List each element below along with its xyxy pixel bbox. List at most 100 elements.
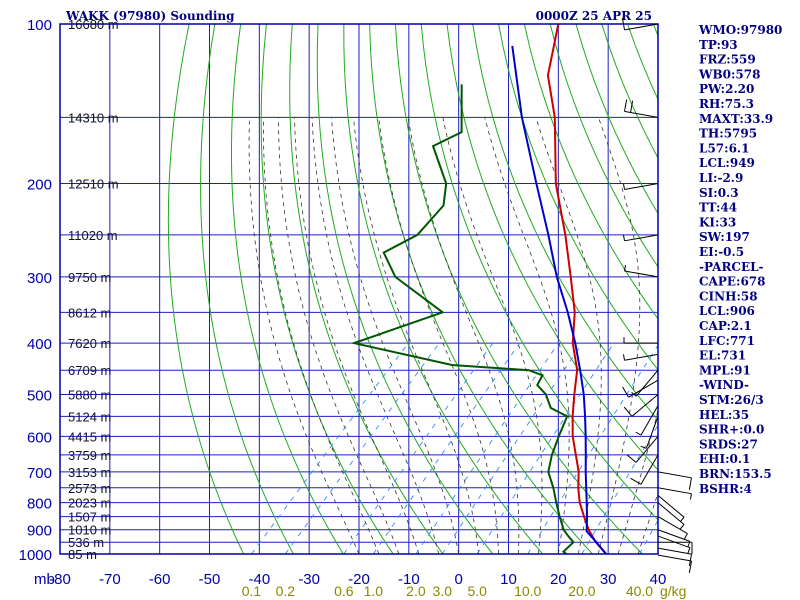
dry-adiabat-line bbox=[472, 24, 658, 421]
wind-barb-staff bbox=[645, 416, 659, 449]
dry-adiabat-line bbox=[230, 24, 344, 554]
moist-adiabat-line bbox=[378, 117, 499, 554]
dewpoint-trace bbox=[350, 84, 575, 554]
wind-barb bbox=[657, 502, 685, 530]
plot-frame bbox=[59, 23, 659, 555]
index-value: EHI:0.1 bbox=[699, 452, 750, 466]
index-value: TH:5795 bbox=[699, 127, 757, 141]
temperature-tick-label: -20 bbox=[348, 571, 370, 588]
dry-adiabat-line bbox=[394, 24, 644, 554]
index-value: PW:2.20 bbox=[699, 82, 754, 96]
dry-adiabat-line bbox=[446, 24, 658, 471]
wind-barb-half-flag bbox=[622, 234, 626, 241]
wind-barb bbox=[631, 369, 659, 397]
index-value: -PARCEL- bbox=[699, 260, 764, 274]
index-value: BRN:153.5 bbox=[699, 467, 772, 481]
index-value: CAPE:678 bbox=[699, 275, 766, 289]
wind-barb-staff bbox=[657, 487, 692, 495]
wind-barb bbox=[623, 394, 659, 417]
index-value: MAXT:33.9 bbox=[699, 112, 773, 126]
index-value: LI:-2.9 bbox=[699, 171, 743, 185]
height-label: 536 m bbox=[68, 535, 104, 550]
plot-border bbox=[59, 23, 659, 555]
height-label: 4415 m bbox=[68, 429, 111, 444]
index-value: EI:-0.5 bbox=[699, 245, 744, 259]
wind-barb-flag bbox=[688, 477, 692, 490]
wind-barb bbox=[657, 535, 691, 554]
pressure-tick-label: 400 bbox=[27, 336, 52, 353]
wind-barb-half-flag bbox=[679, 516, 685, 523]
temperature-tick-label: -10 bbox=[398, 571, 420, 588]
dry-adiabats bbox=[167, 24, 658, 554]
index-value: SHR+:0.0 bbox=[699, 423, 764, 437]
dry-adiabat-line bbox=[316, 24, 494, 554]
wind-barb bbox=[622, 353, 659, 361]
chart-title: WAKK (97980) Sounding bbox=[65, 9, 235, 23]
mixing-ratio-label: 5.0 bbox=[467, 583, 487, 599]
wind-barb bbox=[624, 264, 659, 278]
pressure-tick-label: 100 bbox=[27, 17, 52, 34]
height-label: 1507 m bbox=[68, 510, 111, 525]
dry-adiabat-line bbox=[200, 24, 295, 554]
index-value: LCL:906 bbox=[699, 304, 755, 318]
index-value: KI:33 bbox=[699, 215, 736, 229]
temperature-tick-label: 30 bbox=[600, 571, 617, 588]
wind-barb-half-flag bbox=[687, 547, 691, 554]
index-value: L57:6.1 bbox=[699, 141, 749, 155]
pressure-tick-label: 600 bbox=[27, 429, 52, 446]
moist-adiabats bbox=[248, 117, 658, 554]
dry-adiabat-line bbox=[167, 24, 245, 554]
height-label: 5880 m bbox=[68, 387, 111, 402]
wind-barb bbox=[657, 554, 692, 573]
mixing-ratio-line bbox=[284, 342, 440, 554]
temperature-tick-label: -30 bbox=[298, 571, 320, 588]
wind-barb-staff bbox=[657, 494, 685, 518]
moist-adiabat-line bbox=[248, 117, 360, 554]
wind-barb-staff bbox=[640, 454, 659, 485]
moist-adiabat-line bbox=[617, 408, 658, 554]
temperature-tick-label: 0 bbox=[454, 571, 462, 588]
wind-barb-flag bbox=[621, 17, 626, 30]
sounding-traces bbox=[350, 24, 608, 554]
wind-barb bbox=[658, 541, 693, 555]
moist-adiabat-line bbox=[442, 117, 543, 554]
moist-adiabat-line bbox=[407, 117, 520, 554]
indices-panel: WMO:97980TP:93FRZ:559WB0:578PW:2.20RH:75… bbox=[698, 23, 782, 496]
temperature-tick-label: -70 bbox=[99, 571, 121, 588]
height-label: 5124 m bbox=[68, 409, 111, 424]
mixing-ratio-line bbox=[581, 424, 658, 554]
pressure-tick-label: 1000 bbox=[19, 547, 52, 564]
pressure-tick-label: 700 bbox=[27, 465, 52, 482]
wind-barb-flag bbox=[630, 477, 642, 485]
dry-adiabat-line bbox=[498, 24, 658, 371]
wind-barb-staff bbox=[657, 554, 692, 562]
height-label: 85 m bbox=[68, 547, 97, 562]
pressure-tick-label: 500 bbox=[27, 387, 52, 404]
moist-adiabat-line bbox=[278, 117, 400, 554]
chart-datetime: 0000Z 25 APR 25 bbox=[536, 9, 652, 23]
temperature-tick-label: -40 bbox=[248, 571, 270, 588]
mixing-ratio-label: 2.0 bbox=[406, 583, 426, 599]
index-value: WMO:97980 bbox=[698, 23, 782, 37]
moist-adiabat-line bbox=[311, 117, 440, 554]
wind-barb-flag bbox=[630, 100, 634, 113]
wind-barb-half-flag bbox=[622, 354, 626, 361]
wind-barb-half-flag bbox=[631, 392, 637, 397]
wind-barb-half-flag bbox=[635, 431, 642, 436]
wind-barb-staff bbox=[624, 183, 659, 190]
mixing-ratio-label: 20.0 bbox=[568, 583, 595, 599]
height-label: 16680 m bbox=[68, 17, 119, 32]
moist-adiabat-line bbox=[353, 117, 479, 554]
wind-barb-staff bbox=[631, 394, 659, 417]
wind-barb-flag bbox=[626, 454, 637, 463]
wind-barb bbox=[621, 17, 659, 31]
pressure-tick-label: 800 bbox=[27, 496, 52, 513]
wind-barb-staff bbox=[657, 516, 688, 535]
wind-barb-half-flag bbox=[689, 493, 692, 500]
height-label: 3153 m bbox=[68, 465, 111, 480]
mixing-ratio-label: 40.0 bbox=[626, 583, 653, 599]
wind-barb bbox=[657, 487, 692, 500]
wind-barb bbox=[657, 547, 692, 566]
wind-barb bbox=[635, 405, 659, 436]
